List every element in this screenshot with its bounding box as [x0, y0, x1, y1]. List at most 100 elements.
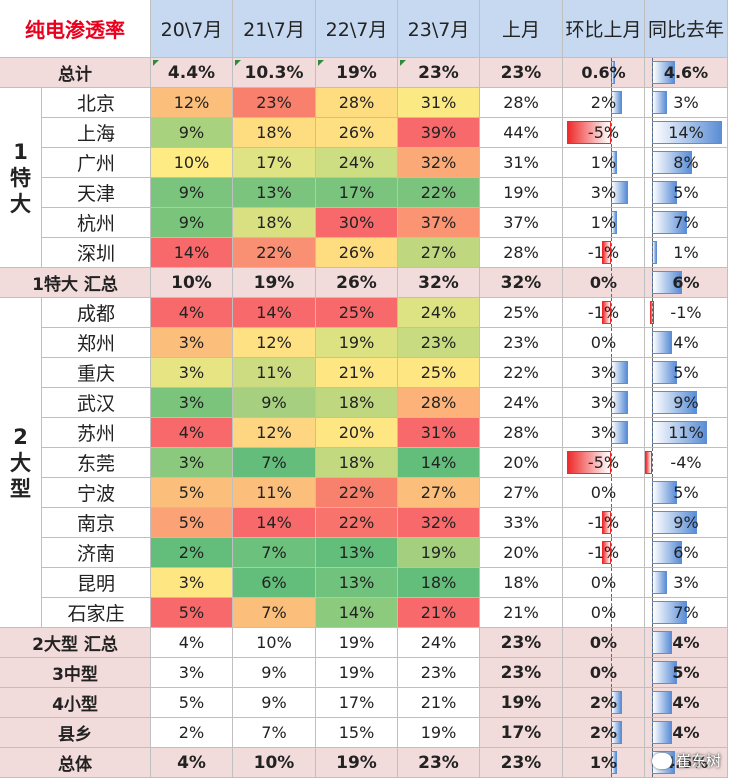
bar-axis: [652, 688, 653, 717]
mom-change-cell: 0%: [563, 628, 645, 658]
value-cell: 22%: [398, 178, 480, 208]
mom-value: 0%: [590, 333, 617, 352]
row-label: 4小型: [0, 688, 151, 718]
value-cell: 28%: [480, 88, 563, 118]
mom-change-cell: 1%: [563, 208, 645, 238]
yoy-change-cell: 4%: [645, 718, 728, 748]
value-cell: 27%: [398, 238, 480, 268]
bar-axis: [652, 148, 653, 177]
row-label: 上海: [42, 118, 151, 148]
value-cell: 19%: [316, 328, 398, 358]
value-cell: 18%: [398, 568, 480, 598]
cell-marker: [153, 60, 159, 66]
bar-axis: [652, 58, 653, 87]
value-cell: 25%: [398, 358, 480, 388]
yoy-change-cell: 1%: [645, 238, 728, 268]
bar-axis: [611, 508, 612, 537]
value-cell: 28%: [480, 418, 563, 448]
value-cell: 14%: [398, 448, 480, 478]
cell-marker: [318, 60, 324, 66]
value-cell: 44%: [480, 118, 563, 148]
bar-axis: [611, 538, 612, 567]
value-cell: 20%: [480, 538, 563, 568]
bar-axis: [652, 208, 653, 237]
yoy-value: 4.6%: [663, 753, 709, 772]
value-cell: 23%: [398, 658, 480, 688]
value-cell: 32%: [398, 508, 480, 538]
table-title: 纯电渗透率: [0, 0, 151, 58]
value-cell: 23%: [480, 328, 563, 358]
value-cell: 14%: [316, 598, 398, 628]
value-cell: 24%: [398, 298, 480, 328]
value-cell: 22%: [316, 508, 398, 538]
bar-axis: [611, 358, 612, 387]
value-cell: 18%: [316, 448, 398, 478]
yoy-change-cell: 5%: [645, 658, 728, 688]
mom-change-cell: 3%: [563, 358, 645, 388]
value-cell: 11%: [233, 478, 316, 508]
yoy-value: 4%: [672, 633, 700, 652]
yoy-value: 11%: [668, 423, 704, 442]
value-cell: 23%: [480, 628, 563, 658]
row-label: 县乡: [0, 718, 151, 748]
mom-value: 0%: [590, 603, 617, 622]
value-cell: 37%: [480, 208, 563, 238]
value-cell: 31%: [398, 418, 480, 448]
value-cell: 4%: [151, 418, 233, 448]
mom-value: 1%: [590, 153, 617, 172]
value-cell: 26%: [316, 118, 398, 148]
bar-axis: [652, 658, 653, 687]
value-cell: 19%: [316, 628, 398, 658]
value-cell: 10%: [151, 148, 233, 178]
bar-axis: [652, 388, 653, 417]
value-cell: 2%: [151, 538, 233, 568]
column-header: 同比去年: [645, 0, 728, 58]
mom-bar: [567, 121, 611, 144]
value-cell: 26%: [316, 238, 398, 268]
mom-bar: [567, 451, 611, 474]
value-cell: 26%: [316, 268, 398, 298]
row-label: 东莞: [42, 448, 151, 478]
bar-axis: [652, 448, 653, 477]
value-cell: 23%: [398, 58, 480, 88]
value-cell: 18%: [233, 118, 316, 148]
bar-axis: [611, 148, 612, 177]
yoy-value: 7%: [673, 603, 699, 622]
value-cell: 9%: [233, 388, 316, 418]
yoy-value: 9%: [673, 513, 699, 532]
value-cell: 21%: [316, 358, 398, 388]
value-cell: 27%: [480, 478, 563, 508]
yoy-value: 4%: [672, 723, 700, 742]
yoy-change-cell: -1%: [645, 298, 728, 328]
value-cell: 13%: [316, 538, 398, 568]
bar-axis: [611, 208, 612, 237]
value-cell: 17%: [480, 718, 563, 748]
value-cell: 24%: [316, 148, 398, 178]
bar-axis: [611, 328, 612, 357]
bar-axis: [652, 238, 653, 267]
yoy-value: 3%: [673, 573, 699, 592]
yoy-value: 5%: [673, 363, 699, 382]
bar-axis: [611, 388, 612, 417]
mom-bar: [602, 511, 611, 534]
value-cell: 10%: [233, 628, 316, 658]
cell-marker: [400, 60, 406, 66]
yoy-change-cell: 4%: [645, 688, 728, 718]
row-label: 石家庄: [42, 598, 151, 628]
value-cell: 14%: [233, 298, 316, 328]
yoy-change-cell: 5%: [645, 478, 728, 508]
mom-change-cell: 2%: [563, 88, 645, 118]
bar-axis: [611, 628, 612, 657]
value-cell: 13%: [233, 178, 316, 208]
value-cell: 31%: [398, 88, 480, 118]
value-cell: 5%: [151, 478, 233, 508]
column-header: 20\7月: [151, 0, 233, 58]
row-label: 南京: [42, 508, 151, 538]
value-cell: 5%: [151, 508, 233, 538]
mom-value: 3%: [590, 183, 617, 202]
value-cell: 3%: [151, 448, 233, 478]
yoy-change-cell: 11%: [645, 418, 728, 448]
bar-axis: [611, 118, 612, 147]
value-cell: 32%: [398, 268, 480, 298]
